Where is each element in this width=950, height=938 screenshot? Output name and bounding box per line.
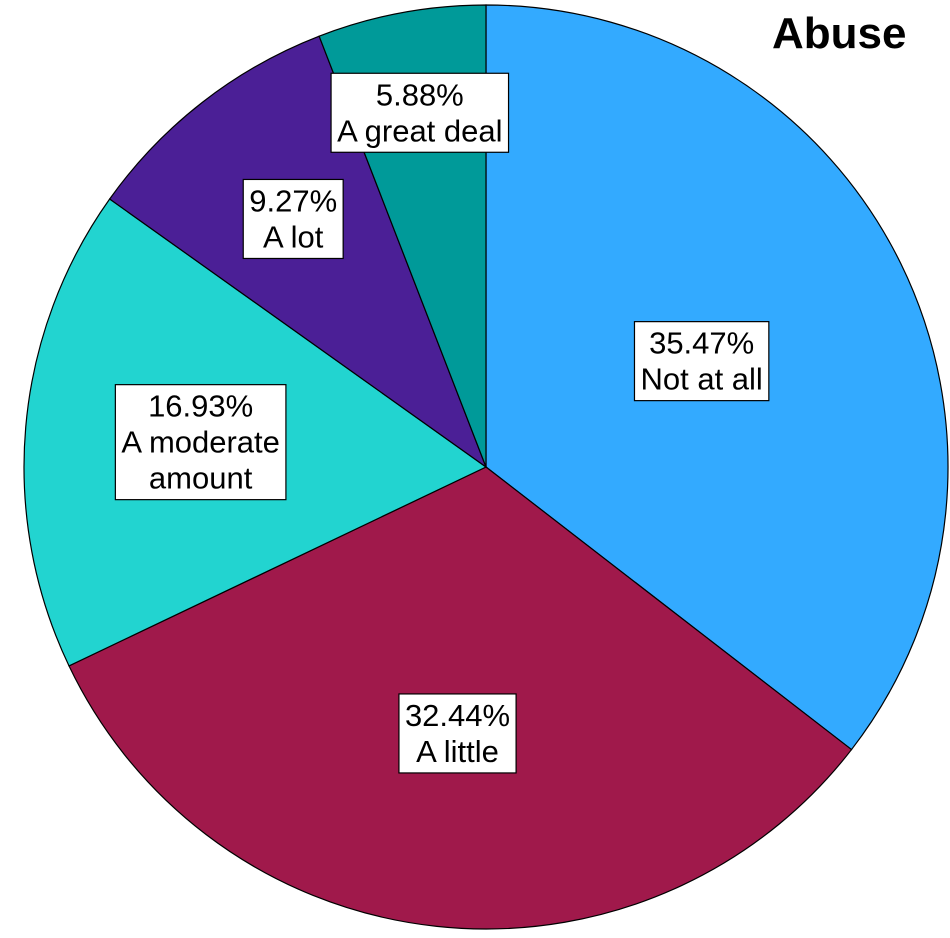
slice-percent-label: 5.88% xyxy=(376,77,464,112)
slice-percent-label: 9.27% xyxy=(249,183,337,218)
slice-category-label: A little xyxy=(416,734,499,769)
slice-label-a-lot: 9.27%A lot xyxy=(242,178,344,260)
label-box xyxy=(114,384,287,501)
label-box xyxy=(398,693,517,774)
slice-category-label: amount xyxy=(149,461,253,496)
slice-category-label: A great deal xyxy=(337,113,502,148)
chart-title: Abuse xyxy=(772,9,907,58)
slice-category-label: A lot xyxy=(263,219,324,254)
slice-label-a-little: 32.44%A little xyxy=(398,693,517,774)
label-box xyxy=(330,72,510,153)
label-box xyxy=(242,178,344,260)
label-box xyxy=(633,321,770,402)
slice-category-label: A moderate xyxy=(121,425,280,460)
slice-category-label: Not at all xyxy=(640,362,762,397)
slice-percent-label: 16.93% xyxy=(148,389,253,424)
slice-label-not-at-all: 35.47%Not at all xyxy=(633,321,770,402)
slice-percent-label: 32.44% xyxy=(405,698,510,733)
slice-label-a-great-deal: 5.88%A great deal xyxy=(330,72,510,153)
slice-percent-label: 35.47% xyxy=(649,326,754,361)
labels-layer: 35.47%Not at all 32.44%A little 16.93%A mo… xyxy=(114,72,770,774)
